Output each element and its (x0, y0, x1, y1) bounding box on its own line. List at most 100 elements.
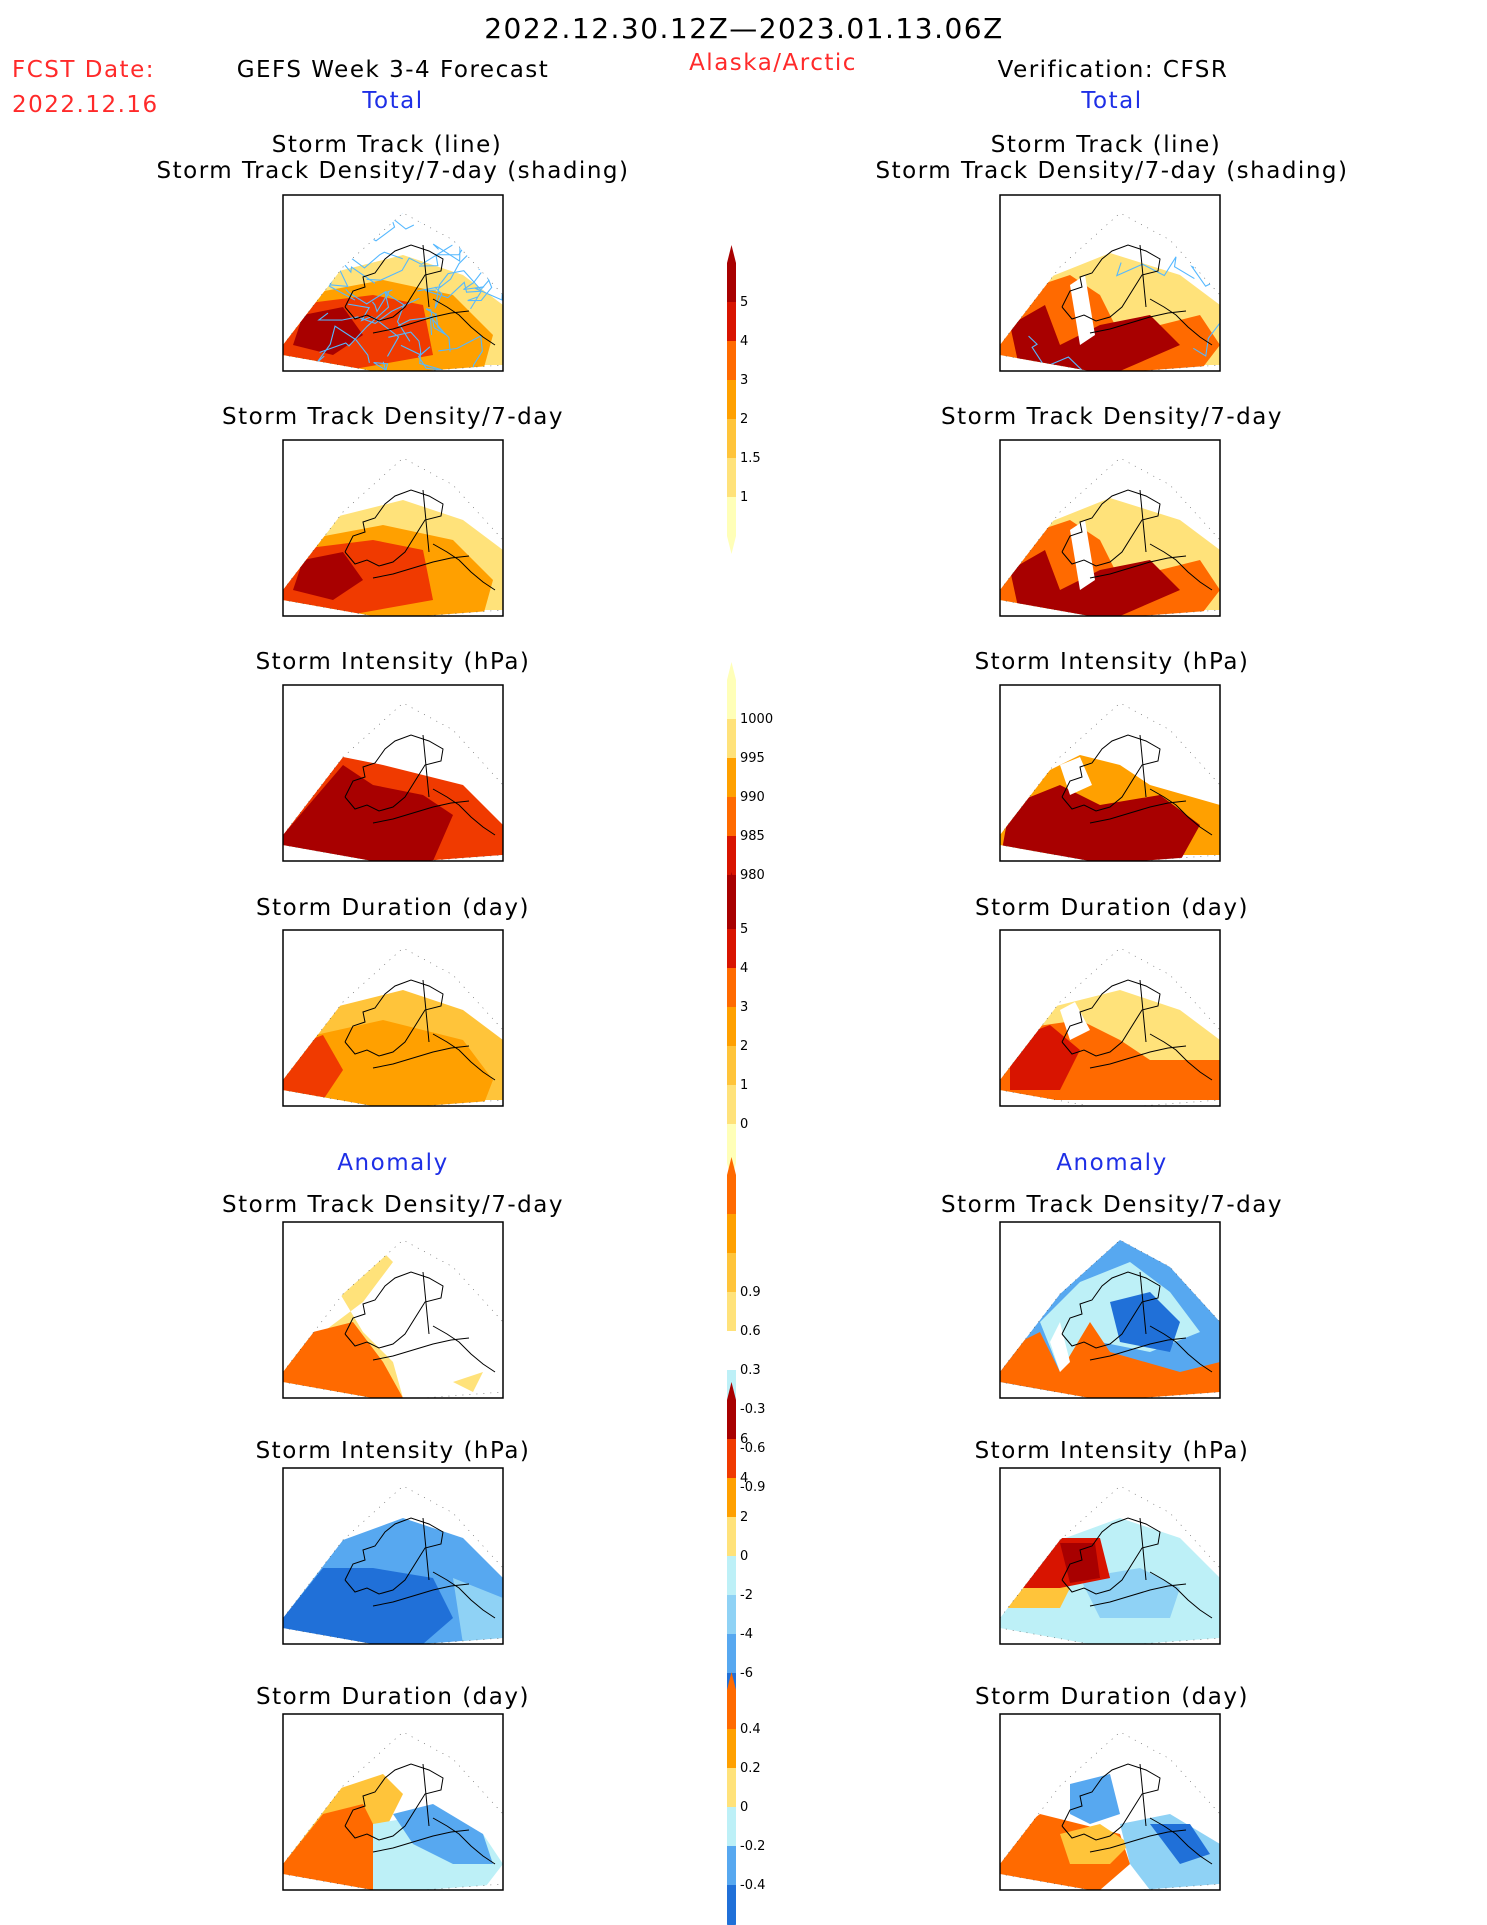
colorbar-4-swatch (727, 1634, 736, 1673)
colorbar-2: 0 1 2 3 4 5 (727, 872, 748, 1181)
colorbar-5-swatch (727, 1690, 736, 1729)
anom-duration-map-cfsr-region-2 (1070, 1774, 1120, 1824)
anom-density-map-cfsr-region-4 (1050, 1322, 1070, 1372)
storm-track-line (292, 213, 359, 256)
density-map-gefs-coastline (344, 489, 444, 567)
anom-duration-map-gefs-frame (282, 1713, 504, 1891)
colorbar-1-tick-label: 985 (740, 829, 765, 844)
intensity-map-cfsr-region-1 (1000, 785, 1200, 861)
colorbar-0-swatch (727, 497, 736, 536)
colorbar-2-tick-label: 2 (740, 1039, 748, 1054)
anom-density-map-gefs (282, 1221, 504, 1399)
title-intensity: Storm Intensity (hPa) (255, 649, 531, 675)
colorbar-0-swatch (727, 341, 736, 380)
storm-track-line (371, 293, 411, 342)
colorbar-2-swatch (727, 1124, 736, 1163)
colorbar-2-tick-label: 5 (740, 922, 748, 937)
colorbar-4: -6 -4 -2 0 2 4 6 (727, 1382, 753, 1730)
colorbar-4-swatch (727, 1556, 736, 1595)
duration-map-gefs (282, 929, 504, 1107)
colorbar-2-tick-label: 3 (740, 1000, 748, 1015)
title-track-line: Storm Track (line) (271, 132, 503, 158)
anom-duration-map-gefs-panhandle (432, 1817, 496, 1865)
density-map-cfsr-coastline (1061, 489, 1161, 567)
anom-intensity-map-gefs-panhandle (432, 1571, 496, 1619)
anom-duration-map-cfsr-shading (1000, 1774, 1220, 1890)
anom-density-map-gefs-coastline (344, 1271, 444, 1349)
anom-density-map-cfsr-aleutians (1089, 1337, 1187, 1361)
colorbar-2-swatch (727, 1046, 736, 1085)
colorbar-4-swatch (727, 1517, 736, 1556)
density-map-gefs-aleutians (372, 555, 470, 579)
duration-map-gefs-frame (282, 929, 504, 1107)
anom-duration-map-gefs-region-1 (283, 1804, 383, 1890)
colorbar-2-tick-label: 1 (740, 1078, 748, 1093)
colorbar-2-tick-label: 4 (740, 961, 748, 976)
colorbar-2-swatch (727, 1085, 736, 1124)
duration-map-gefs-region-1 (283, 1020, 493, 1106)
storm-track-line (463, 272, 503, 301)
track-map-gefs-aleutians (372, 310, 470, 334)
colorbar-3-tick-label: 0.6 (740, 1324, 761, 1339)
anom-density-map-cfsr-region-3 (1000, 1322, 1220, 1398)
intensity-map-cfsr-aleutians (1089, 800, 1187, 824)
colorbar-4-tick-label: -4 (740, 1627, 753, 1642)
title-track-line-cfsr: Storm Track (line) (990, 132, 1222, 158)
intensity-map-gefs-aleutians (372, 800, 470, 824)
intensity-map-gefs-coastline (344, 734, 444, 812)
density-map-gefs-border (422, 489, 430, 553)
colorbar-4-top-arrow (727, 1382, 736, 1400)
track-map-cfsr-panhandle (1149, 298, 1213, 346)
anom-density-map-gefs-aleutians (372, 1337, 470, 1361)
colorbar-0-swatch (727, 458, 736, 497)
anom-intensity-map-gefs-aleutians (372, 1583, 470, 1607)
region-title: Alaska/Arctic (689, 50, 857, 76)
intensity-map-cfsr (999, 684, 1221, 862)
duration-map-cfsr-panhandle (1149, 1033, 1213, 1081)
colorbar-4-swatch (727, 1478, 736, 1517)
title-anom-intensity-cfsr: Storm Intensity (hPa) (974, 1438, 1250, 1464)
colorbar-2-swatch (727, 890, 736, 929)
colorbar-2-swatch (727, 1007, 736, 1046)
storm-track-line (362, 215, 415, 242)
storm-track-line (400, 344, 459, 371)
colorbar-5-tick-label: 0.4 (740, 1722, 761, 1737)
track-map-cfsr-border (1139, 244, 1147, 308)
duration-map-cfsr-coastline (1061, 979, 1161, 1057)
anomaly-label-left: Anomaly (337, 1150, 449, 1176)
anom-duration-map-cfsr-coastline (1061, 1763, 1161, 1841)
anom-intensity-map-cfsr-region-1 (1080, 1568, 1180, 1618)
colorbar-3-swatch (727, 1175, 736, 1214)
colorbar-4-tick-label: 0 (740, 1549, 748, 1564)
colorbar-4-tick-label: -6 (740, 1666, 753, 1681)
density-map-gefs (282, 439, 504, 617)
colorbar-4-tick-label: 2 (740, 1510, 748, 1525)
anom-intensity-map-cfsr (999, 1467, 1221, 1645)
colorbar-5: -0.4 -0.2 0 0.2 0.4 (727, 1672, 765, 1925)
storm-track-line (1190, 265, 1220, 290)
title-anom-density: Storm Track Density/7-day (222, 1192, 564, 1218)
anom-density-map-gefs-shading (283, 1242, 483, 1398)
anom-density-map-cfsr-border (1139, 1271, 1147, 1335)
track-map-gefs-shading (283, 255, 503, 371)
title-density-cfsr: Storm Track Density/7-day (941, 404, 1283, 430)
title-anom-intensity: Storm Intensity (hPa) (255, 1438, 531, 1464)
colorbar-5-swatch (727, 1885, 736, 1924)
anom-duration-map-cfsr-border (1139, 1763, 1147, 1827)
title-intensity-cfsr: Storm Intensity (hPa) (974, 649, 1250, 675)
storm-track-line (317, 297, 420, 325)
colorbar-0: 1 1.5 2 3 4 5 (727, 245, 761, 554)
colorbar-3-tick-label: 0.3 (740, 1363, 761, 1378)
intensity-map-gefs-frame (282, 684, 504, 862)
duration-map-cfsr-aleutians (1089, 1045, 1187, 1069)
anom-density-map-gefs-frame (282, 1221, 504, 1399)
density-map-gefs-region-3 (293, 552, 363, 600)
colorbar-4-tick-label: 6 (740, 1432, 748, 1447)
anom-density-map-cfsr-frame (999, 1221, 1221, 1399)
colorbar-5-tick-label: 0.2 (740, 1761, 761, 1776)
fcst-date: 2022.12.16 (12, 92, 159, 118)
intensity-map-cfsr-border (1139, 734, 1147, 798)
anom-density-map-gefs-panhandle (432, 1325, 496, 1373)
anom-duration-map-gefs-aleutians (372, 1829, 470, 1853)
